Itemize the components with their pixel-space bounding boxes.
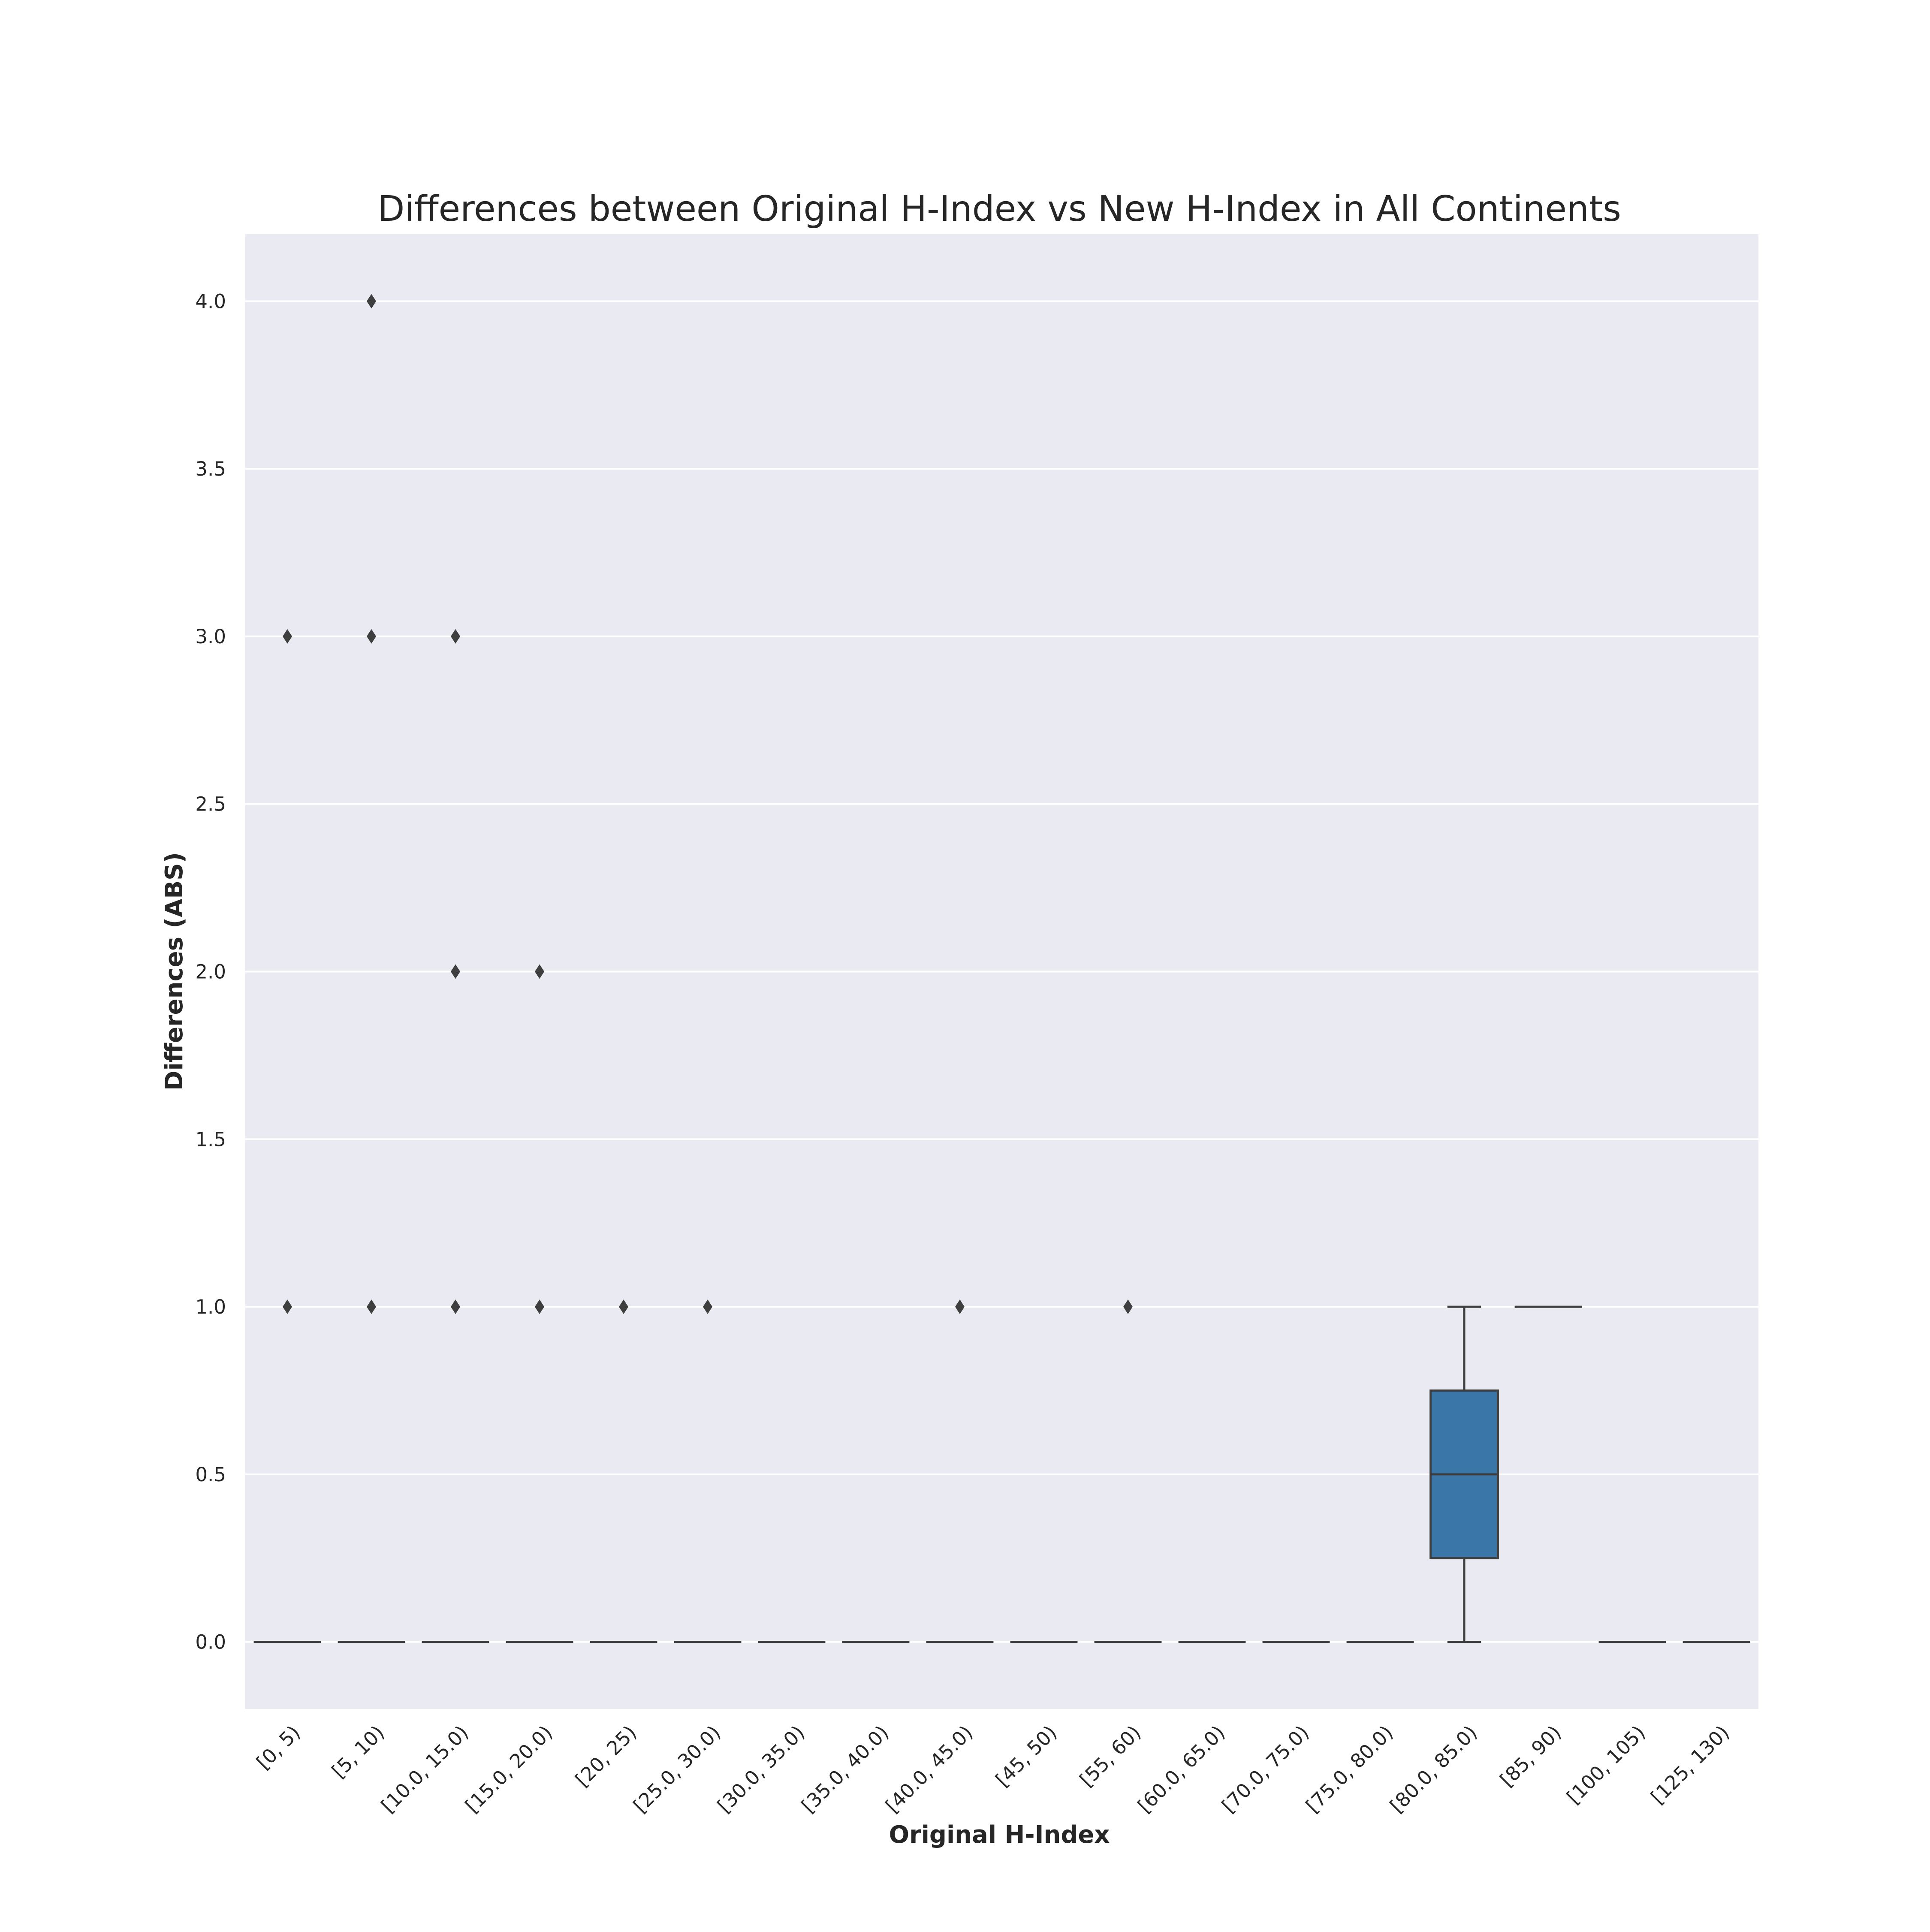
box-group	[422, 629, 489, 1643]
grid-lines	[245, 300, 1758, 1643]
outlier-point	[619, 1299, 628, 1314]
y-tick-label: 2.5	[195, 793, 226, 816]
outlier-point	[535, 964, 544, 979]
outlier-point	[367, 294, 376, 309]
y-tick-label: 0.0	[195, 1631, 226, 1654]
box-group	[1094, 1299, 1162, 1643]
y-tick-label: 1.5	[195, 1128, 226, 1151]
outlier-point	[1123, 1299, 1133, 1314]
x-axis-label: Original H-Index	[889, 1821, 1110, 1849]
outlier-point	[703, 1299, 712, 1314]
box-group	[926, 1299, 994, 1643]
y-tick-label: 3.0	[195, 625, 226, 648]
box-group	[1429, 1305, 1499, 1643]
box-group	[506, 964, 573, 1643]
outlier-point	[283, 629, 292, 644]
box-group	[590, 1299, 657, 1643]
y-axis-label: Differences (ABS)	[160, 852, 188, 1091]
box-group	[338, 294, 405, 1643]
y-tick-label: 4.0	[195, 290, 226, 313]
box-group	[674, 1299, 742, 1643]
box-series	[253, 294, 1750, 1643]
y-tick-label: 0.5	[195, 1463, 226, 1486]
outlier-point	[283, 1299, 292, 1314]
outlier-point	[367, 629, 376, 644]
box-group	[253, 629, 321, 1643]
y-tick-label: 2.0	[195, 961, 226, 983]
y-tick-label: 1.0	[195, 1296, 226, 1318]
y-tick-labels: 0.0 0.5 1.0 1.5 2.0 2.5 3.0 3.5 4.0	[195, 290, 226, 1653]
chart-title: Differences between Original H-Index vs …	[377, 189, 1621, 229]
outlier-point	[451, 629, 460, 644]
outlier-point	[535, 1299, 544, 1314]
y-tick-label: 3.5	[195, 458, 226, 480]
outlier-point	[451, 964, 460, 979]
outlier-point	[955, 1299, 965, 1314]
outlier-point	[451, 1299, 460, 1314]
outlier-point	[367, 1299, 376, 1314]
